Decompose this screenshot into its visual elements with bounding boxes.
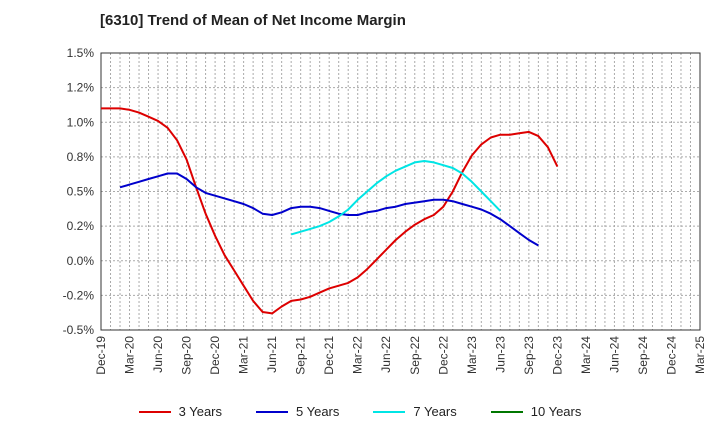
legend-label: 10 Years bbox=[530, 404, 582, 419]
y-tick-label: -0.2% bbox=[63, 288, 95, 302]
y-tick-label: 1.5% bbox=[67, 46, 95, 60]
x-tick-label: Dec-24 bbox=[664, 336, 678, 375]
y-tick-label: -0.5% bbox=[63, 323, 95, 337]
x-tick-label: Mar-22 bbox=[351, 336, 365, 374]
x-tick-label: Sep-21 bbox=[294, 336, 308, 375]
x-tick-label: Dec-20 bbox=[208, 336, 222, 375]
y-tick-label: 0.5% bbox=[67, 185, 95, 199]
y-tick-label: 0.2% bbox=[67, 219, 95, 233]
x-tick-label: Sep-22 bbox=[408, 336, 422, 375]
legend-swatch bbox=[138, 410, 171, 413]
legend-item: 10 Years bbox=[490, 404, 582, 419]
axes bbox=[100, 52, 701, 331]
x-tick-label: Mar-24 bbox=[579, 336, 593, 374]
x-tick-label: Dec-22 bbox=[436, 336, 450, 375]
legend-item: 5 Years bbox=[256, 404, 339, 419]
legend: 3 Years 5 Years 7 Years 10 Years bbox=[0, 404, 720, 419]
legend-label: 5 Years bbox=[296, 404, 340, 419]
y-tick-label: 0.0% bbox=[67, 254, 95, 268]
plot-border bbox=[100, 52, 701, 331]
x-tick-label: Jun-24 bbox=[607, 336, 621, 373]
y-tick-label: 0.8% bbox=[67, 150, 95, 164]
x-tick-label: Mar-23 bbox=[465, 336, 479, 374]
legend-swatch bbox=[256, 410, 288, 413]
x-axis-ticks: Dec-19 Mar-20 Jun-20 Sep-20 Dec-20 Mar-21 Jun-… bbox=[94, 336, 707, 375]
x-tick-label: Sep-24 bbox=[636, 336, 650, 375]
chart-title: [6310] Trend of Mean of Net Income Margi… bbox=[100, 12, 406, 29]
y-tick-label: 1.2% bbox=[67, 81, 95, 95]
x-tick-label: Sep-20 bbox=[180, 336, 194, 375]
x-tick-label: Jun-21 bbox=[265, 336, 279, 373]
legend-label: 7 Years bbox=[413, 404, 457, 419]
series-line-5-years bbox=[119, 172, 539, 247]
x-tick-label: Sep-23 bbox=[522, 336, 536, 375]
x-tick-label: Dec-23 bbox=[550, 336, 564, 375]
legend-label: 3 Years bbox=[178, 404, 222, 419]
legend-item: 3 Years bbox=[138, 404, 222, 419]
grid bbox=[100, 52, 701, 331]
series-line-3-years bbox=[101, 107, 559, 315]
y-axis-ticks: 1.5% 1.2% 1.0% 0.8% 0.5% 0.2% 0.0% -0.2% -0.5% bbox=[63, 46, 95, 337]
legend-swatch bbox=[373, 410, 406, 413]
x-tick-label: Jun-22 bbox=[379, 336, 393, 373]
x-tick-label: Jun-20 bbox=[151, 336, 165, 373]
x-tick-label: Dec-21 bbox=[322, 336, 336, 375]
x-tick-label: Mar-25 bbox=[693, 336, 707, 374]
y-tick-label: 1.0% bbox=[67, 115, 95, 129]
legend-swatch bbox=[490, 410, 523, 413]
x-tick-label: Mar-20 bbox=[123, 336, 137, 374]
x-tick-label: Dec-19 bbox=[94, 336, 108, 375]
legend-item: 7 Years bbox=[373, 404, 457, 419]
series-line-7-years bbox=[290, 160, 502, 236]
series-lines bbox=[101, 107, 559, 315]
x-tick-label: Jun-23 bbox=[493, 336, 507, 373]
x-tick-label: Mar-21 bbox=[237, 336, 251, 374]
